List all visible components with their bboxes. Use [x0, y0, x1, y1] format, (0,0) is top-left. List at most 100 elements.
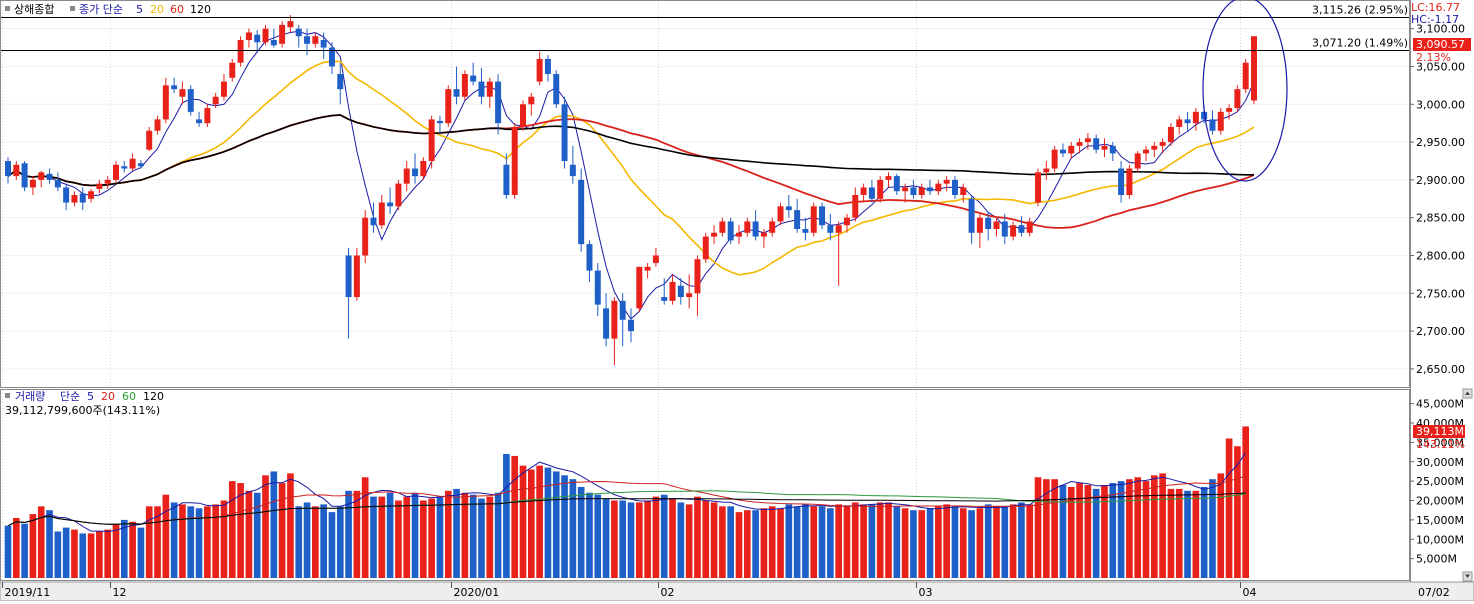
volume-bar: [79, 533, 86, 578]
volume-tick-label: 25,000M: [1416, 475, 1464, 488]
volume-bar: [1126, 479, 1133, 578]
candle-body: [1010, 225, 1016, 236]
candle-body: [420, 161, 426, 176]
candle-body: [279, 25, 285, 44]
time-tick-label: 2019/11: [5, 586, 51, 599]
candle-body: [827, 225, 833, 233]
volume-bar: [1101, 485, 1108, 578]
volume-bar: [711, 502, 718, 578]
ma-legend-marker-icon: [70, 6, 75, 11]
volume-bar: [221, 501, 228, 579]
last-price-change: 2.13%: [1416, 51, 1451, 64]
volume-bar: [835, 504, 842, 578]
price-ma-label: 종가 단순: [79, 3, 123, 16]
candle-body: [429, 119, 435, 161]
candle-body: [13, 165, 19, 176]
scroll-up-icon[interactable]: [1463, 389, 1472, 398]
time-tick-label: 02: [661, 586, 675, 599]
reference-line-label: 3,115.26 (2.95%): [1312, 4, 1408, 17]
volume-tick-label: 10,000M: [1416, 533, 1464, 546]
volume-bar: [586, 493, 593, 578]
candle-body: [861, 187, 867, 195]
volume-bar: [370, 497, 377, 578]
volume-bar: [877, 502, 884, 578]
price-tick-label: 2,900.00: [1416, 174, 1465, 187]
candle-body: [778, 206, 784, 221]
volume-bar: [113, 524, 120, 578]
candle-body: [1093, 138, 1099, 149]
candle-body: [528, 97, 534, 105]
volume-bar: [212, 504, 219, 578]
volume-bar: [935, 506, 942, 578]
candle-body: [578, 180, 584, 244]
candle-body: [819, 206, 825, 225]
candle-body: [138, 163, 144, 166]
volume-tick-label: 45,000M: [1416, 398, 1464, 411]
candle-body: [1101, 146, 1107, 150]
price-legend-marker-icon: [5, 6, 10, 11]
candle-body: [686, 293, 692, 297]
candle-body: [728, 221, 734, 240]
volume-bar: [71, 530, 78, 578]
candle-body: [653, 255, 659, 263]
volume-bar: [1134, 477, 1141, 578]
candle-body: [944, 180, 950, 184]
volume-bar: [885, 502, 892, 578]
volume-summary: 39,112,799,600주(143.11%): [5, 404, 160, 417]
candle-body: [362, 218, 368, 256]
volume-bar: [5, 526, 12, 578]
candle-body: [462, 74, 468, 97]
candle-body: [977, 218, 983, 233]
scroll-down-icon[interactable]: [1463, 572, 1472, 581]
candle-body: [1234, 89, 1240, 108]
volume-bar: [495, 493, 502, 578]
candle-body: [155, 119, 161, 130]
volume-bar: [794, 506, 801, 578]
time-tick-label: 12: [113, 586, 127, 599]
price-panel-frame: [1, 1, 1410, 388]
candle-body: [88, 191, 94, 199]
volume-bar: [570, 479, 577, 578]
candle-body: [271, 40, 277, 45]
candle-body: [404, 169, 410, 184]
candle-body: [304, 36, 310, 44]
vol-ma60-label: 60: [122, 390, 136, 403]
candle-body: [786, 206, 792, 210]
candle-body: [130, 159, 136, 169]
candle-body: [22, 163, 28, 187]
candle-body: [645, 267, 651, 271]
volume-bar: [187, 506, 194, 578]
volume-bar: [1118, 481, 1125, 578]
volume-bar: [960, 508, 967, 578]
volume-ma-label: 단순: [60, 390, 80, 403]
volume-bar: [860, 504, 867, 578]
ma60-label: 60: [170, 3, 184, 16]
volume-bar: [852, 502, 859, 578]
volume-bar: [952, 506, 959, 578]
volume-bar: [777, 508, 784, 578]
candle-body: [296, 29, 302, 37]
time-tick-label: 2020/01: [454, 586, 500, 599]
time-tick-label: 04: [1243, 586, 1257, 599]
volume-bar: [603, 499, 610, 578]
volume-bar: [985, 504, 992, 578]
volume-bar: [96, 532, 103, 579]
volume-bar: [1217, 473, 1224, 578]
volume-bar: [1026, 504, 1033, 578]
candle-body: [761, 233, 767, 237]
candle-body: [545, 59, 551, 74]
volume-bar: [88, 533, 95, 578]
candle-body: [794, 210, 800, 229]
volume-tick-label: 15,000M: [1416, 514, 1464, 527]
volume-bar: [918, 510, 925, 578]
candle-body: [994, 221, 1000, 229]
volume-bar: [1085, 485, 1092, 578]
volume-axis-ticks: 45,000M40,000M35,000M30,000M25,000M20,00…: [1410, 398, 1464, 566]
volume-bar: [910, 510, 917, 578]
candle-body: [80, 193, 86, 202]
candle-body: [287, 21, 293, 27]
volume-bar: [827, 508, 834, 578]
volume-bar: [1234, 446, 1241, 578]
volume-bar: [437, 497, 444, 578]
